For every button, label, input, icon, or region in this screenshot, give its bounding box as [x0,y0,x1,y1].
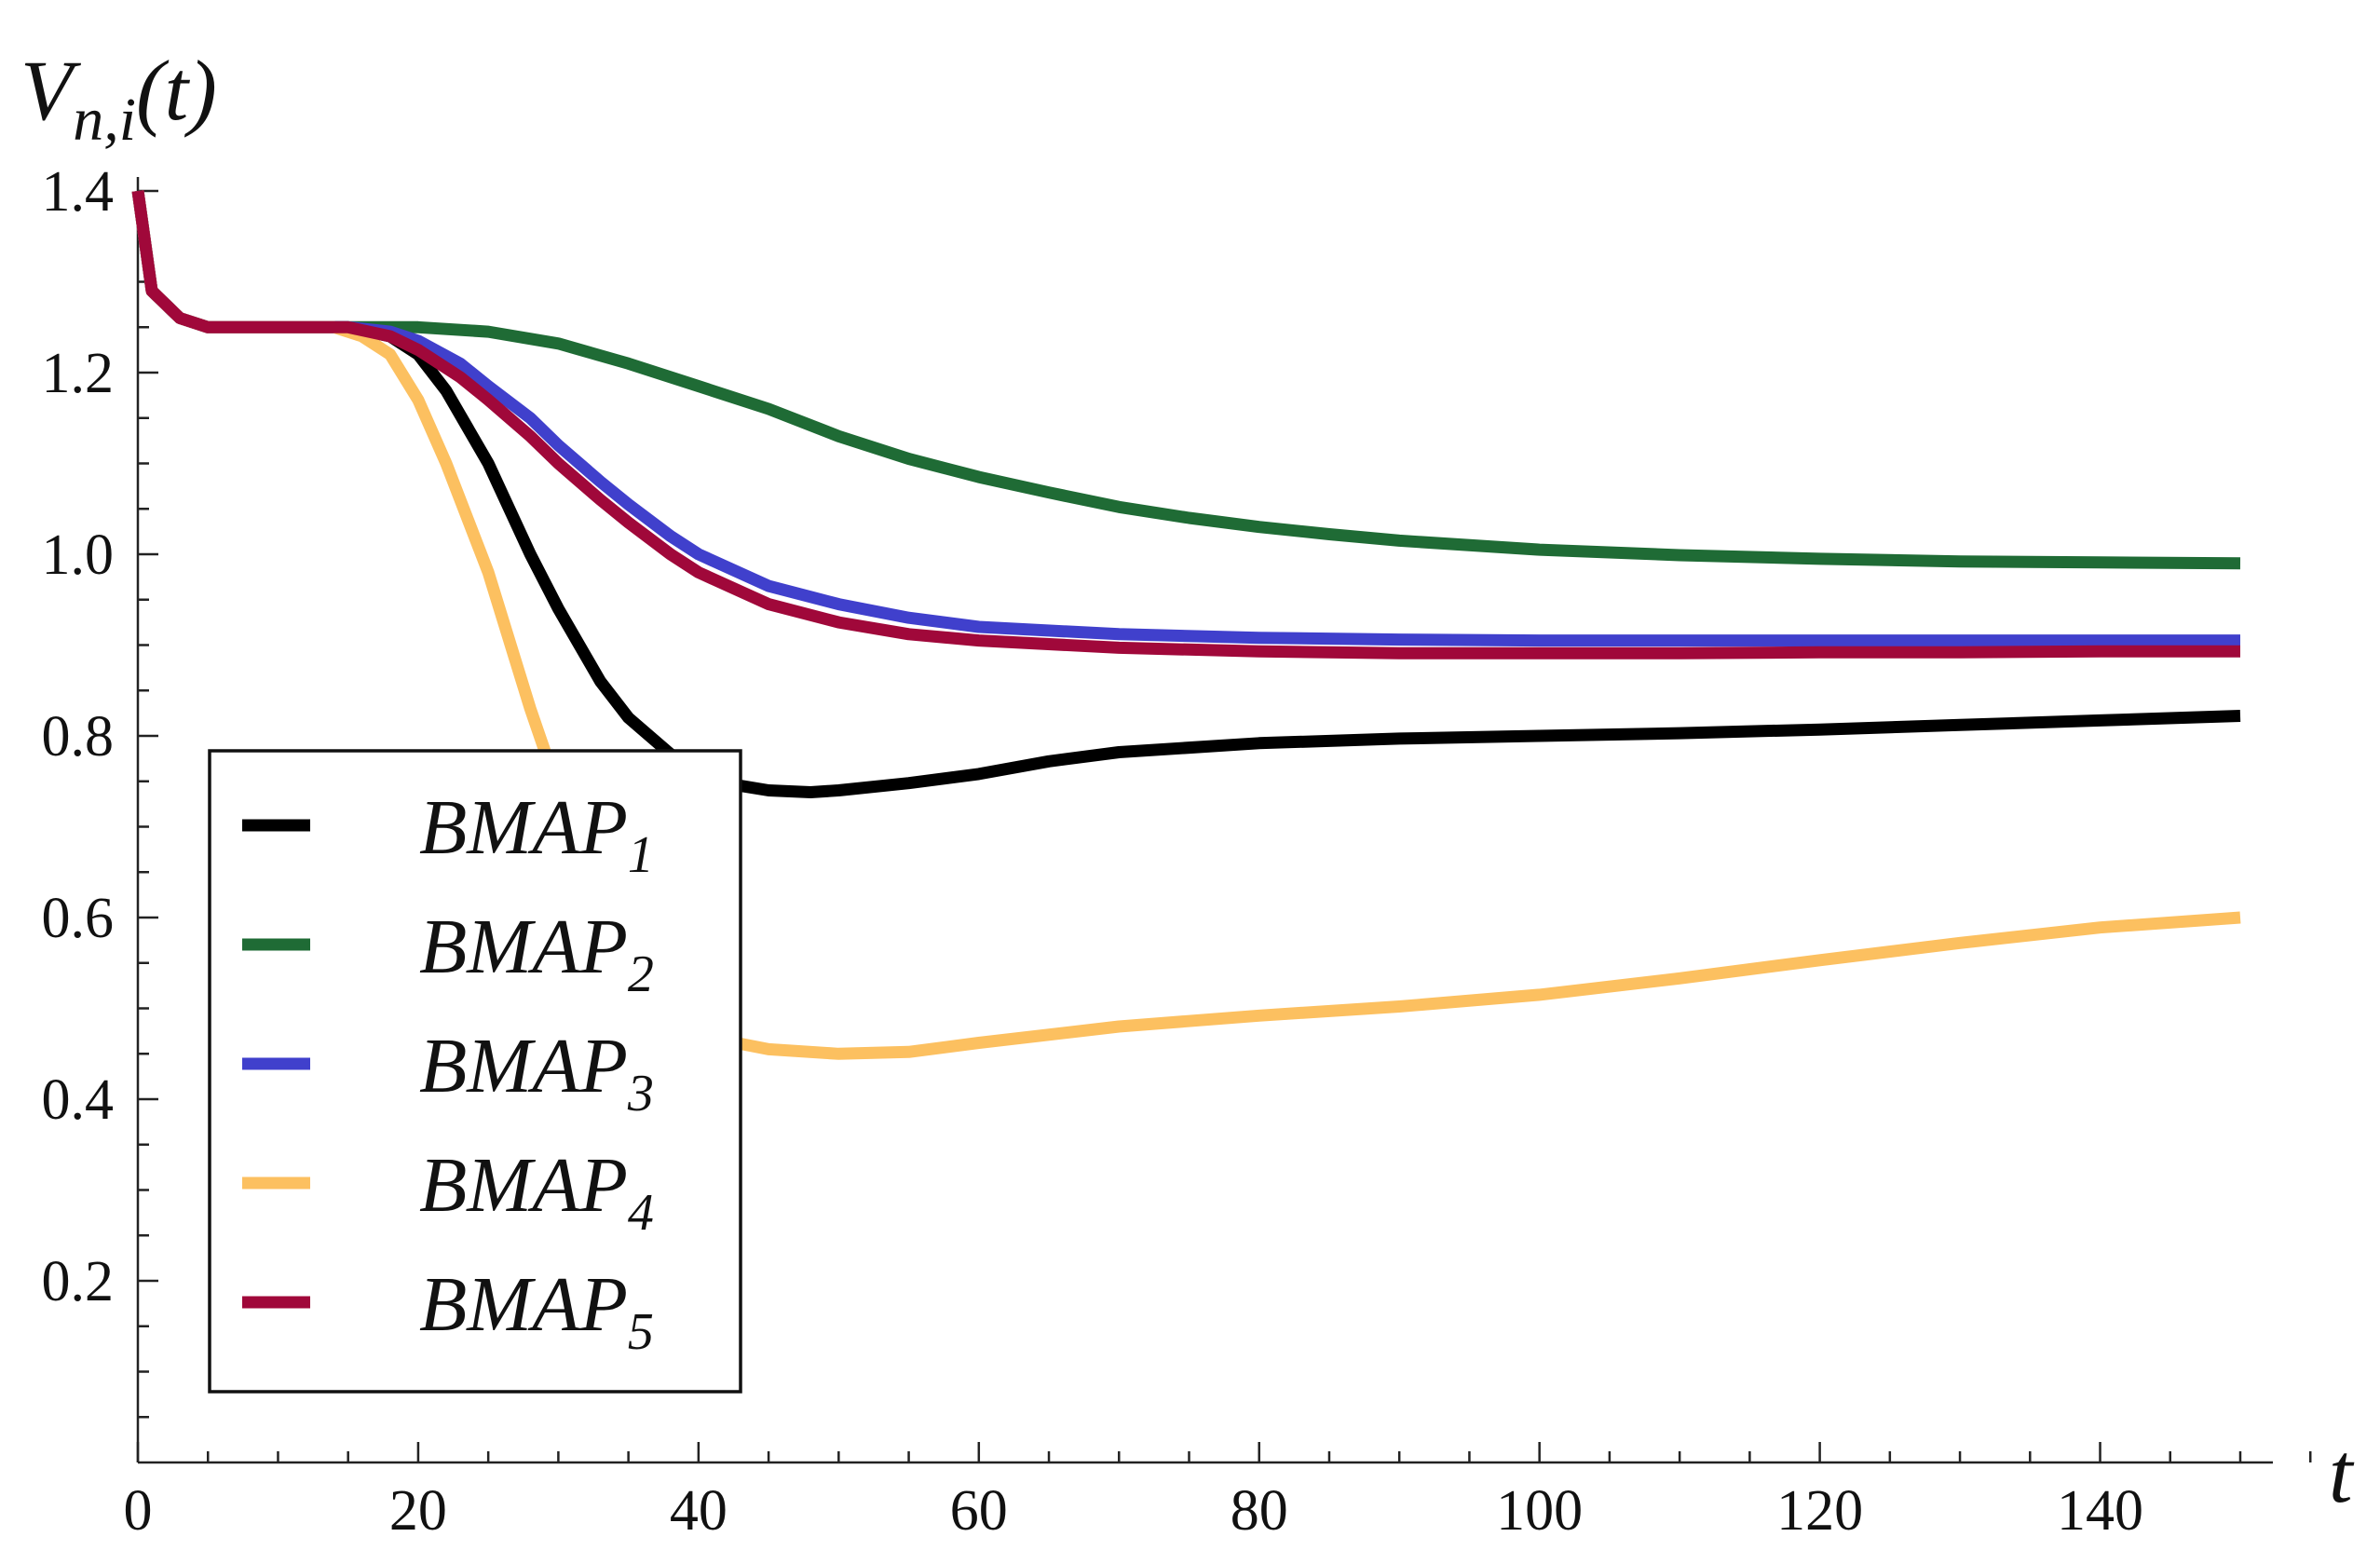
x-tick-label: 60 [950,1479,1008,1543]
y-tick-label: 0.2 [42,1250,115,1313]
y-tick-label: 0.6 [42,887,115,950]
series-line-bmap-3 [131,190,2240,647]
y-axis-title: Vn,i(t) [20,43,217,154]
y-tick-label: 1.4 [42,160,115,224]
y-tick-label: 0.4 [42,1068,115,1132]
x-axis-title: t [2329,1425,2355,1520]
x-tick-label: 100 [1496,1479,1583,1543]
y-tick-label: 1.0 [42,524,115,587]
y-tick-label: 1.2 [42,342,115,405]
legend-label: BMAP5 [419,1261,654,1361]
x-tick-label: 0 [124,1479,153,1543]
legend-label: BMAP3 [419,1023,654,1122]
y-axis-title-sub: n,i [73,86,136,154]
y-tick-label: 0.8 [42,705,115,768]
series-line-bmap-5 [131,190,2240,660]
x-tick-label: 40 [670,1479,728,1543]
x-tick-label: 140 [2057,1479,2143,1543]
legend: BMAP1 BMAP2 BMAP3 BMAP4 BMAP5 [208,749,742,1394]
legend-label: BMAP2 [419,904,654,1003]
y-axis-title-main: V [20,43,82,138]
y-axis-title-suffix: (t) [136,43,217,138]
x-tick-label: 120 [1776,1479,1863,1543]
axes [136,177,2273,1464]
x-tick-label: 20 [389,1479,447,1543]
x-tick-label: 80 [1231,1479,1288,1543]
legend-box [208,749,742,1394]
legend-label: BMAP4 [419,1142,654,1242]
legend-label: BMAP1 [419,784,654,884]
axis-tick-labels: 0 20 40 60 80 100 120 140 0.2 0.4 0.6 0.8 1.0 1.2 1.4 [42,160,2144,1543]
